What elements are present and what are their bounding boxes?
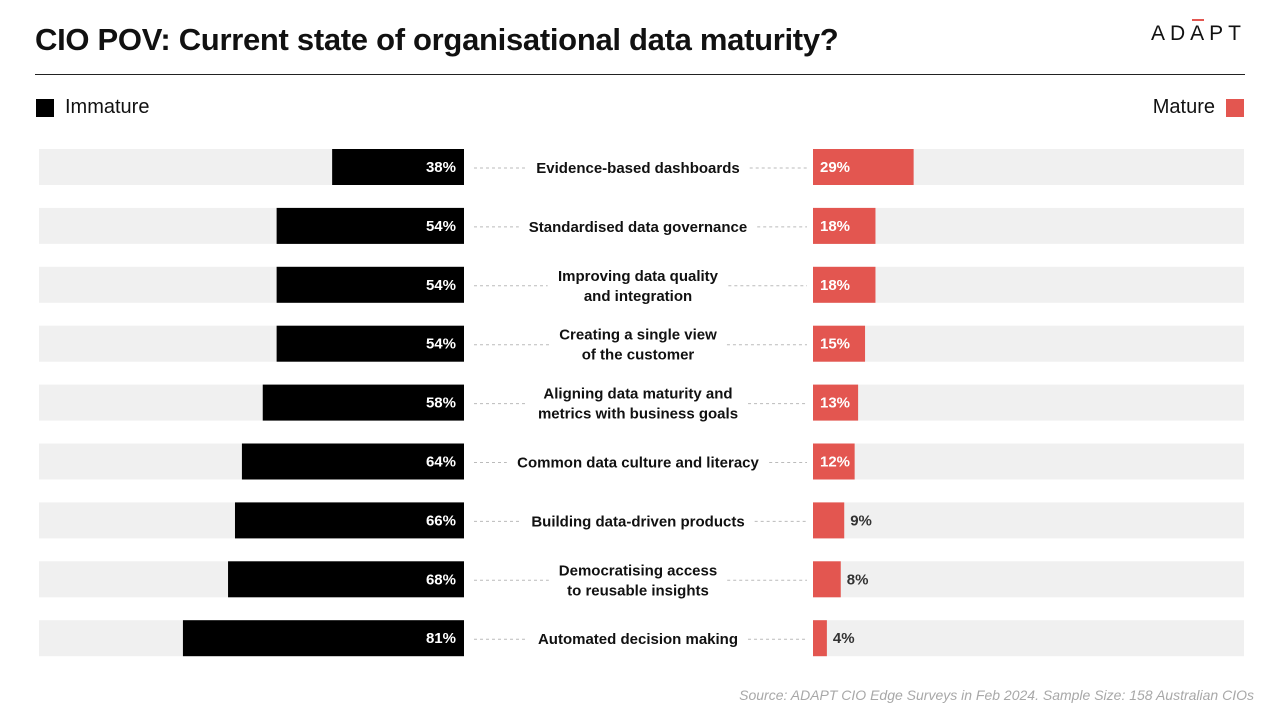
mature-bar (813, 207, 876, 244)
mature-track (813, 443, 1244, 480)
category-label: Creating a single view of the customer (559, 327, 717, 364)
category-label: Improving data quality and integration (558, 268, 719, 305)
mature-bar (813, 266, 876, 303)
mature-value-label: 13% (820, 395, 850, 412)
immature-bar (228, 561, 464, 598)
category-label-line: to reusable insights (567, 582, 709, 599)
legend-immature-swatch (36, 98, 54, 117)
mature-bar (813, 325, 866, 362)
category-label-line: Common data culture and literacy (517, 455, 759, 472)
legend-immature-label: Immature (65, 96, 150, 118)
page-title: CIO POV: Current state of organisational… (35, 22, 839, 57)
immature-value-label: 38% (426, 159, 456, 176)
mature-value-label: 29% (820, 159, 850, 176)
immature-bar (276, 207, 464, 244)
mature-track (813, 620, 1244, 657)
mature-bar (813, 502, 845, 539)
logo-text-mark: A (1190, 19, 1210, 45)
immature-bar (262, 384, 464, 421)
adapt-logo: ADAPT (1150, 19, 1246, 46)
mature-value-label: 8% (847, 571, 869, 588)
mature-value-label: 4% (833, 630, 855, 647)
category-label-line: Building data-driven products (531, 513, 744, 530)
mature-bar (813, 384, 859, 421)
mature-track (813, 384, 1244, 421)
mature-bar (813, 149, 914, 185)
logo-text-pt: PT (1209, 22, 1246, 45)
category-label-line: Aligning data maturity and (543, 386, 732, 403)
category-label-line: Standardised data governance (529, 219, 747, 236)
mature-track (813, 207, 1244, 244)
immature-value-label: 54% (426, 277, 456, 294)
header-divider (35, 74, 1245, 75)
mature-bar (813, 561, 841, 598)
category-label-line: and integration (584, 288, 692, 305)
category-label-line: metrics with business goals (538, 406, 738, 423)
immature-bar (234, 502, 464, 539)
category-label-line: Evidence-based dashboards (536, 160, 739, 177)
immature-value-label: 81% (426, 630, 456, 647)
immature-bar (241, 443, 464, 480)
category-label-line: Automated decision making (538, 631, 738, 648)
legend-immature: Immature (36, 96, 149, 119)
immature-bar (276, 325, 464, 362)
mature-bar (813, 620, 827, 657)
legend-mature-swatch (1226, 98, 1244, 117)
immature-value-label: 68% (426, 571, 456, 588)
category-label-line: Creating a single view (559, 327, 717, 344)
category-label: Building data-driven products (531, 513, 744, 530)
mature-bar (813, 443, 855, 480)
legend-mature-label: Mature (1152, 96, 1215, 118)
immature-value-label: 54% (426, 336, 456, 353)
immature-value-label: 58% (426, 395, 456, 412)
category-label: Standardised data governance (529, 219, 747, 236)
mature-value-label: 15% (820, 336, 850, 353)
immature-bar (182, 620, 464, 657)
mature-track (813, 325, 1244, 362)
immature-bar (332, 149, 464, 185)
mature-value-label: 18% (820, 277, 850, 294)
category-label: Common data culture and literacy (517, 455, 759, 472)
category-label: Democratising access to reusable insights (559, 562, 717, 599)
immature-value-label: 66% (426, 512, 456, 529)
immature-bar (276, 266, 464, 303)
immature-value-label: 54% (426, 218, 456, 235)
mature-value-label: 9% (850, 512, 872, 529)
category-label: Evidence-based dashboards (536, 160, 739, 177)
category-label-line: Democratising access (559, 562, 717, 579)
mature-track (813, 266, 1244, 303)
mature-value-label: 12% (820, 454, 850, 471)
source-note: Source: ADAPT CIO Edge Surveys in Feb 20… (739, 687, 1254, 703)
mature-track (813, 561, 1244, 598)
mature-value-label: 18% (820, 218, 850, 235)
category-label-line: Improving data quality (558, 268, 719, 285)
legend-mature: Mature (1153, 96, 1244, 119)
category-label-line: of the customer (582, 347, 695, 364)
category-label: Automated decision making (538, 631, 738, 648)
mature-track (813, 502, 1244, 539)
category-label: Aligning data maturity and metrics with b… (538, 386, 738, 423)
logo-text-a: AD (1150, 22, 1191, 45)
immature-value-label: 64% (426, 454, 456, 471)
